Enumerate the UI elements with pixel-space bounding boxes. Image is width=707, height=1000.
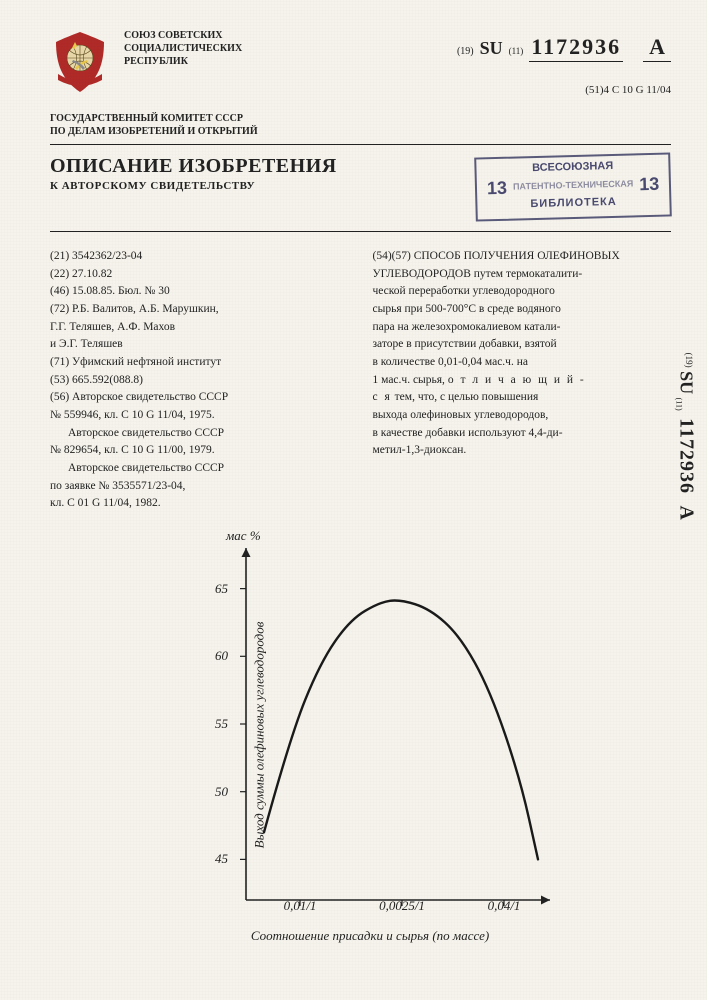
chart-top-label: мас %: [226, 528, 261, 544]
y-tick: 60: [206, 648, 228, 664]
stamp-num-right: 13: [639, 172, 660, 195]
abstract-l3: ческой переработки углеводородного: [373, 283, 672, 300]
committee: ГОСУДАРСТВЕННЫЙ КОМИТЕТ СССР ПО ДЕЛАМ ИЗ…: [50, 113, 671, 138]
code-11: (11): [509, 46, 524, 56]
publication-code: (19) SU (11) 1172936 A: [360, 34, 671, 62]
union-name: СОЮЗ СОВЕТСКИХ СОЦИАЛИСТИЧЕСКИХ РЕСПУБЛИ…: [124, 30, 346, 68]
chart-x-label: Соотношение присадки и сырья (по массе): [170, 928, 570, 944]
field-72b: Г.Г. Теляшев, А.Ф. Махов: [50, 319, 349, 336]
ipc-row: (51)4 C 10 G 11/04: [360, 84, 671, 96]
field-56g: кл. C 01 G 11/04, 1982.: [50, 495, 349, 512]
field-56b: № 559946, кл. C 10 G 11/04, 1975.: [50, 407, 349, 424]
pub-suffix: A: [643, 34, 671, 62]
doc-subtitle: К АВТОРСКОМУ СВИДЕТЕЛЬСТВУ: [50, 180, 461, 192]
ipc-label: (51)4: [585, 84, 609, 96]
field-21: (21) 3542362/23-04: [50, 248, 349, 265]
field-46: (46) 15.08.85. Бюл. № 30: [50, 283, 349, 300]
pub-number: 1172936: [529, 34, 623, 62]
code-19: (19): [457, 46, 474, 57]
y-tick: 55: [206, 716, 228, 732]
code-su: SU: [480, 38, 503, 59]
spine-code: (19) SU (11) 1172936 A: [674, 353, 697, 520]
spine-su: SU: [676, 371, 696, 394]
field-22: (22) 27.10.82: [50, 266, 349, 283]
spine-a: A: [675, 506, 697, 520]
spine-19: (19): [684, 353, 694, 368]
doc-title: ОПИСАНИЕ ИЗОБРЕТЕНИЯ: [50, 155, 461, 178]
chart-y-label: Выход суммы олефиновых углеводородов: [251, 622, 267, 849]
field-53: (53) 665.592(088.8): [50, 372, 349, 389]
yield-chart: мас % Выход суммы олефиновых углеводород…: [170, 530, 570, 940]
stamp-num-left: 13: [486, 176, 507, 199]
x-tick: 0,0025/1: [379, 898, 425, 914]
spine-num: 1172936: [675, 418, 697, 494]
state-emblem: [50, 30, 110, 99]
biblio-right: (54)(57) СПОСОБ ПОЛУЧЕНИЯ ОЛЕФИНОВЫХ УГЛ…: [373, 248, 672, 513]
y-tick: 45: [206, 851, 228, 867]
library-stamp: ВСЕСОЮЗНАЯ 13 ПАТЕНТНО-ТЕХНИЧЕСКАЯ 13 БИ…: [474, 152, 672, 221]
field-56c: Авторское свидетельство СССР: [50, 425, 349, 442]
field-72c: и Э.Г. Теляшев: [50, 336, 349, 353]
x-tick: 0,01/1: [284, 898, 317, 914]
field-56d: № 829654, кл. C 10 G 11/00, 1979.: [50, 442, 349, 459]
field-56a: (56) Авторское свидетельство СССР: [50, 389, 349, 406]
committee-line1: ГОСУДАРСТВЕННЫЙ КОМИТЕТ СССР: [50, 113, 671, 126]
field-72a: (72) Р.Б. Валитов, А.Б. Марушкин,: [50, 301, 349, 318]
abstract-l8: 1 мас.ч. сырья, о т л и ч а ю щ и й -: [373, 372, 672, 389]
biblio-left: (21) 3542362/23-04 (22) 27.10.82 (46) 15…: [50, 248, 349, 513]
chart-svg: [170, 530, 570, 930]
abstract-l10: выхода олефиновых углеводородов,: [373, 407, 672, 424]
abstract-l5: пара на железохромокалиевом катали-: [373, 319, 672, 336]
abstract-l9: с я тем, что, с целью повышения: [373, 389, 672, 406]
abstract-l2: УГЛЕВОДОРОДОВ путем термокаталити-: [373, 266, 672, 283]
field-71: (71) Уфимский нефтяной институт: [50, 354, 349, 371]
abstract-l11: в качестве добавки используют 4,4-ди-: [373, 425, 672, 442]
y-tick: 65: [206, 581, 228, 597]
abstract-l1: (54)(57) СПОСОБ ПОЛУЧЕНИЯ ОЛЕФИНОВЫХ: [373, 248, 672, 265]
divider-2: [50, 231, 671, 232]
abstract-l7: в количестве 0,01-0,04 мас.ч. на: [373, 354, 672, 371]
x-tick: 0,04/1: [488, 898, 521, 914]
abstract-l4: сырья при 500-700°С в среде водяного: [373, 301, 672, 318]
committee-line2: ПО ДЕЛАМ ИЗОБРЕТЕНИЙ И ОТКРЫТИЙ: [50, 126, 671, 139]
field-56f: по заявке № 3535571/23-04,: [50, 478, 349, 495]
stamp-mid: ПАТЕНТНО-ТЕХНИЧЕСКАЯ: [513, 179, 634, 193]
spine-11: (11): [674, 398, 683, 411]
union-line3: РЕСПУБЛИК: [124, 56, 346, 68]
union-line1: СОЮЗ СОВЕТСКИХ: [124, 30, 346, 42]
abstract-l12: метил-1,3-диоксан.: [373, 442, 672, 459]
field-56e: Авторское свидетельство СССР: [50, 460, 349, 477]
y-tick: 50: [206, 784, 228, 800]
abstract-l6: заторе в присутствии добавки, взятой: [373, 336, 672, 353]
divider-1: [50, 144, 671, 145]
ipc-code: C 10 G 11/04: [612, 84, 671, 96]
union-line2: СОЦИАЛИСТИЧЕСКИХ: [124, 43, 346, 55]
